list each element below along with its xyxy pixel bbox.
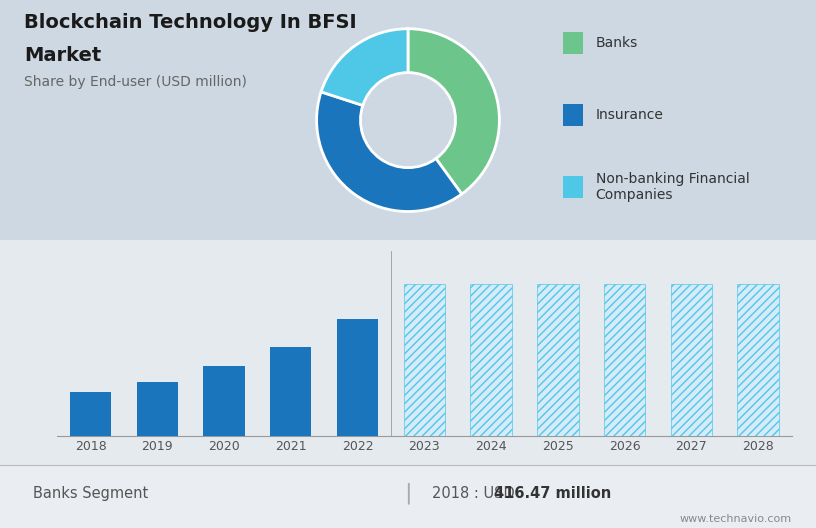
Bar xyxy=(537,284,579,436)
Bar xyxy=(203,366,245,436)
Text: 2018 : USD: 2018 : USD xyxy=(432,486,520,501)
Text: www.technavio.com: www.technavio.com xyxy=(680,514,792,524)
Bar xyxy=(136,382,178,436)
Text: Market: Market xyxy=(24,46,102,65)
Text: |: | xyxy=(404,483,412,504)
Wedge shape xyxy=(317,92,462,212)
Text: Insurance: Insurance xyxy=(596,108,663,122)
Bar xyxy=(404,284,445,436)
Bar xyxy=(738,284,778,436)
Bar xyxy=(270,347,312,436)
Bar xyxy=(604,284,645,436)
Wedge shape xyxy=(321,29,408,106)
Bar xyxy=(470,284,512,436)
Bar xyxy=(671,284,712,436)
Text: Share by End-user (USD million): Share by End-user (USD million) xyxy=(24,75,247,89)
Bar xyxy=(70,392,111,436)
Wedge shape xyxy=(408,29,499,194)
Bar xyxy=(337,319,379,436)
Text: Banks: Banks xyxy=(596,36,638,50)
Text: Blockchain Technology In BFSI: Blockchain Technology In BFSI xyxy=(24,13,357,32)
Text: Non-banking Financial
Companies: Non-banking Financial Companies xyxy=(596,172,749,202)
Text: Banks Segment: Banks Segment xyxy=(33,486,148,501)
Text: 416.47 million: 416.47 million xyxy=(494,486,611,501)
